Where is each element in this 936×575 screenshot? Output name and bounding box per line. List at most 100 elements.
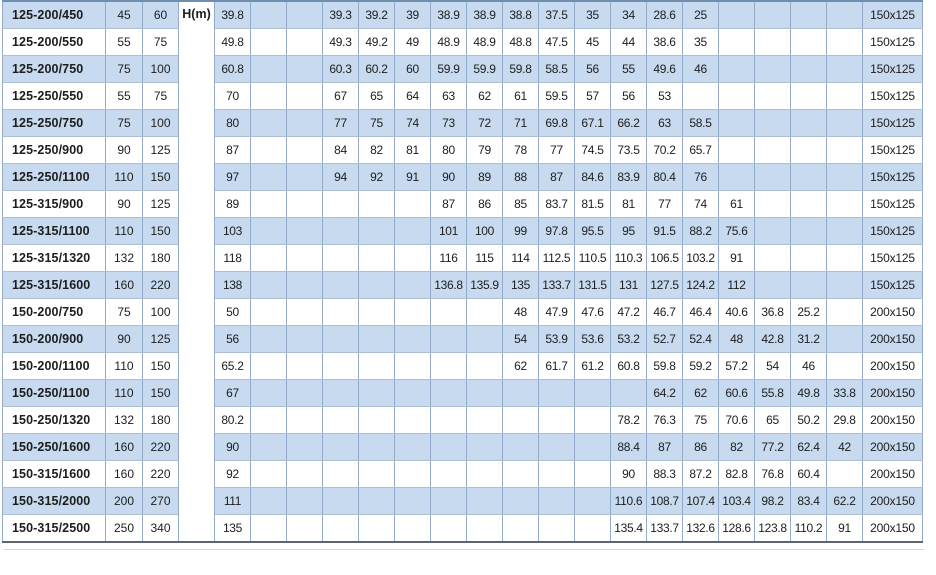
model-cell: 150-200/750 (2, 298, 106, 326)
head-value-cell (286, 244, 323, 272)
head-value-cell: 28.6 (646, 0, 683, 29)
head-value-cell: 115 (466, 244, 503, 272)
head-value-cell (358, 244, 395, 272)
model-cell: 125-250/1100 (2, 163, 106, 191)
head-value-cell (322, 325, 359, 353)
head-value-cell (358, 487, 395, 515)
head-value-cell: 53.9 (538, 325, 575, 353)
head-value-cell (466, 298, 503, 326)
table-row: 150-200/750 75 100 50 48 47.9 47.6 47.2 46.7 46.4… (2, 298, 923, 326)
power-kw-cell: 90 (105, 190, 143, 218)
table-row: 125-200/550 55 75 49.8 49.3 49.2 49 48.9 48.9 48.… (2, 28, 923, 56)
head-value-cell: 75 (358, 109, 395, 137)
head-value-cell (754, 109, 791, 137)
model-cell: 125-315/1320 (2, 244, 106, 272)
head-value-cell: 35 (574, 0, 611, 29)
head-value-cell (250, 244, 287, 272)
head-value-cell (250, 433, 287, 461)
outlet-size-cell: 150x125 (862, 28, 923, 56)
head-value-cell (718, 82, 755, 110)
head-value-cell (754, 271, 791, 299)
head-value-cell: 65.2 (214, 352, 251, 380)
head-value-cell (250, 55, 287, 83)
head-value-cell (250, 487, 287, 515)
power-hp-cell: 60 (142, 0, 179, 29)
power-hp-cell: 75 (142, 82, 179, 110)
head-value-cell: 74 (394, 109, 431, 137)
head-value-cell (286, 217, 323, 245)
head-value-cell: 39 (394, 0, 431, 29)
head-value-cell (466, 325, 503, 353)
head-value-cell: 88 (502, 163, 539, 191)
head-value-cell (826, 55, 863, 83)
head-value-cell (826, 136, 863, 164)
head-value-cell (790, 217, 827, 245)
head-value-cell: 36.8 (754, 298, 791, 326)
power-hp-cell: 220 (142, 433, 179, 461)
table-row: 125-200/450 45 60 H(m) 39.8 39.3 39.2 39 38.9 38.… (2, 0, 923, 542)
head-value-cell (286, 487, 323, 515)
head-value-cell: 38.9 (430, 0, 467, 29)
head-value-cell: 49.6 (646, 55, 683, 83)
head-value-cell (538, 433, 575, 461)
power-kw-cell: 110 (105, 379, 143, 407)
head-value-cell (394, 244, 431, 272)
head-value-cell: 78 (502, 136, 539, 164)
head-value-cell (610, 379, 647, 407)
head-value-cell (790, 163, 827, 191)
head-value-cell: 87 (430, 190, 467, 218)
head-value-cell: 60.3 (322, 55, 359, 83)
head-value-cell (718, 28, 755, 56)
head-value-cell (286, 190, 323, 218)
head-value-cell: 70.6 (718, 406, 755, 434)
head-value-cell: 60.8 (610, 352, 647, 380)
model-cell: 125-200/550 (2, 28, 106, 56)
head-value-cell (322, 298, 359, 326)
head-value-cell (394, 271, 431, 299)
head-value-cell: 57.2 (718, 352, 755, 380)
head-value-cell (250, 298, 287, 326)
head-value-cell: 98.2 (754, 487, 791, 515)
pump-performance-table: 125-200/450 45 60 H(m) 39.8 39.3 39.2 39 38.9 38.… (2, 0, 923, 543)
head-value-cell (250, 190, 287, 218)
head-value-cell (718, 136, 755, 164)
head-value-cell (358, 271, 395, 299)
power-kw-cell: 110 (105, 352, 143, 380)
power-hp-cell: 270 (142, 487, 179, 515)
power-kw-cell: 90 (105, 136, 143, 164)
head-value-cell: 99 (502, 217, 539, 245)
head-value-cell: 61.2 (574, 352, 611, 380)
head-value-cell: 103.4 (718, 487, 755, 515)
power-hp-cell: 125 (142, 325, 179, 353)
head-value-cell: 49.8 (214, 28, 251, 56)
head-value-cell (538, 487, 575, 515)
head-value-cell (826, 244, 863, 272)
head-value-cell: 57 (574, 82, 611, 110)
head-value-cell: 49.3 (322, 28, 359, 56)
head-value-cell: 76 (682, 163, 719, 191)
table-row: 125-315/1320 132 180 118 116 115 114 112.5 110.5… (2, 244, 923, 272)
model-cell: 150-250/1100 (2, 379, 106, 407)
head-value-cell: 38.9 (466, 0, 503, 29)
outlet-size-cell: 200x150 (862, 487, 923, 515)
head-value-cell: 46 (790, 352, 827, 380)
head-value-cell (430, 298, 467, 326)
head-value-cell (430, 433, 467, 461)
head-value-cell: 39.2 (358, 0, 395, 29)
head-value-cell (466, 352, 503, 380)
head-value-cell: 87 (538, 163, 575, 191)
head-value-cell: 76.8 (754, 460, 791, 488)
head-value-cell (574, 406, 611, 434)
outlet-size-cell: 150x125 (862, 82, 923, 110)
head-value-cell: 87.2 (682, 460, 719, 488)
table-row: 150-250/1100 110 150 67 64.2 62 60.6 55.8 49.8 33… (2, 379, 923, 407)
power-hp-cell: 75 (142, 28, 179, 56)
head-value-cell (502, 379, 539, 407)
head-value-cell: 52.4 (682, 325, 719, 353)
head-value-cell: 135.4 (610, 514, 647, 543)
head-value-cell: 91 (718, 244, 755, 272)
head-value-cell: 88.3 (646, 460, 683, 488)
head-value-cell (250, 109, 287, 137)
power-hp-cell: 180 (142, 244, 179, 272)
head-value-cell: 87 (646, 433, 683, 461)
